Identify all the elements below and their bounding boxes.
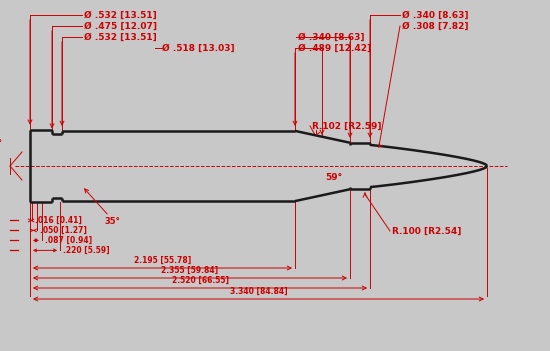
- Text: R.102 [R2.59]: R.102 [R2.59]: [312, 121, 382, 131]
- Text: R.100 [R2.54]: R.100 [R2.54]: [392, 226, 461, 236]
- Text: Ø .518 [13.03]: Ø .518 [13.03]: [162, 44, 235, 53]
- Text: .220 [5.59]: .220 [5.59]: [63, 246, 110, 255]
- Text: Ø .532 [13.51]: Ø .532 [13.51]: [84, 33, 157, 41]
- Text: 25°: 25°: [0, 139, 2, 148]
- Text: .087 [0.94]: .087 [0.94]: [45, 236, 92, 245]
- Text: 2.355 [59.84]: 2.355 [59.84]: [162, 266, 218, 275]
- Text: 2.520 [66.55]: 2.520 [66.55]: [172, 276, 228, 285]
- Text: Ø .340 [8.63]: Ø .340 [8.63]: [298, 33, 365, 41]
- Text: Ø .475 [12.07]: Ø .475 [12.07]: [84, 21, 157, 31]
- Text: .050 [1.27]: .050 [1.27]: [40, 226, 87, 235]
- Text: Ø .489 [12.42]: Ø .489 [12.42]: [298, 44, 371, 53]
- Text: 2.195 [55.78]: 2.195 [55.78]: [134, 256, 191, 265]
- Text: Ø .308 [7.82]: Ø .308 [7.82]: [402, 21, 469, 31]
- Text: Ø .340 [8.63]: Ø .340 [8.63]: [402, 11, 469, 20]
- Text: .016 [0.41]: .016 [0.41]: [35, 216, 82, 225]
- Text: 59°: 59°: [325, 173, 342, 183]
- Text: 35°: 35°: [104, 217, 120, 225]
- Text: 3.340 [84.84]: 3.340 [84.84]: [230, 287, 287, 296]
- Text: Ø .532 [13.51]: Ø .532 [13.51]: [84, 11, 157, 20]
